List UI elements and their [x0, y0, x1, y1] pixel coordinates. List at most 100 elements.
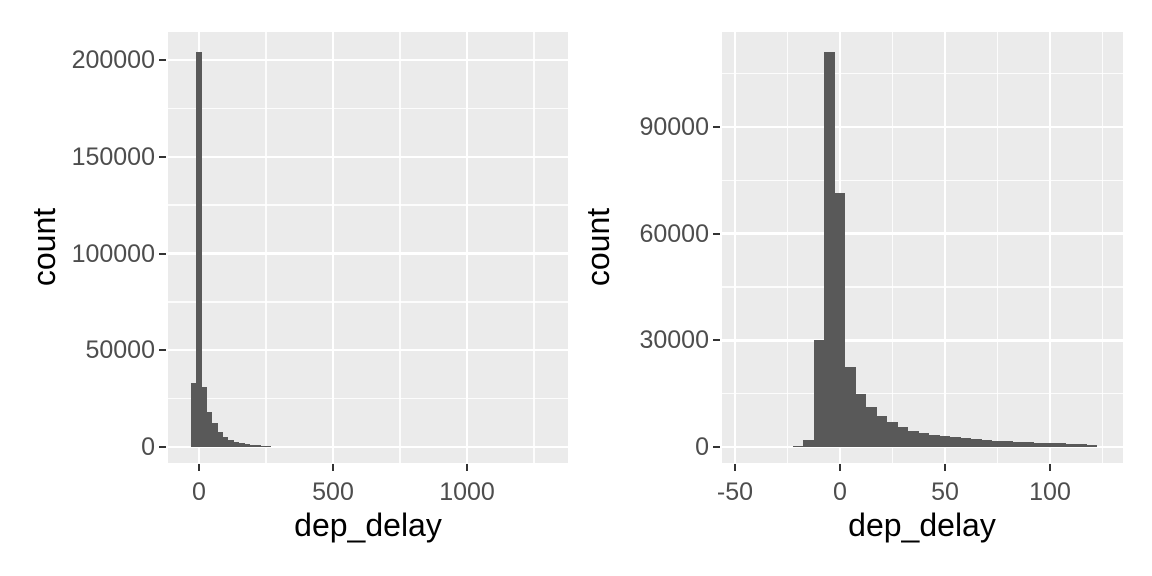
y-tick-label: 100000 — [71, 239, 155, 268]
gridline-x-minor — [891, 32, 894, 463]
gridline-y-minor — [168, 301, 568, 303]
gridline-x-major — [1048, 32, 1052, 463]
gridline-y-minor — [168, 204, 568, 206]
y-tick-mark — [159, 349, 166, 352]
gridline-x-minor — [996, 32, 999, 463]
x-tick-mark — [466, 464, 468, 471]
histogram-bar — [887, 422, 898, 447]
histogram-bar — [960, 438, 972, 447]
x-tick-label: 50 — [931, 478, 959, 506]
x-tick-mark — [839, 464, 841, 471]
gridline-y-major — [168, 348, 568, 352]
histogram-bar — [897, 427, 909, 447]
x-tick-mark — [734, 464, 736, 471]
histogram-bar — [1044, 443, 1056, 447]
y-tick-mark — [159, 155, 166, 158]
histogram-bar — [813, 340, 825, 447]
gridline-y-major — [168, 155, 568, 159]
histogram-bar — [1034, 442, 1045, 447]
histogram-bar — [207, 411, 213, 447]
x-tick-mark — [198, 464, 200, 471]
histogram-bar — [992, 440, 1003, 447]
x-axis-title: dep_delay — [848, 507, 996, 543]
y-tick-label: 30000 — [639, 326, 709, 355]
x-tick-label: 100 — [1029, 478, 1071, 506]
x-tick-mark — [1049, 464, 1051, 471]
gridline-x-major — [943, 32, 947, 463]
histogram-bar — [1023, 442, 1035, 447]
gridline-y-minor — [722, 179, 1123, 181]
histogram-bar — [223, 436, 229, 447]
histogram-bar — [260, 445, 266, 447]
histogram-bar — [939, 435, 951, 447]
histogram-bar — [971, 439, 982, 447]
histogram-bar — [1002, 441, 1014, 447]
x-tick-label: 0 — [192, 478, 206, 506]
y-tick-label: 60000 — [639, 219, 709, 248]
y-tick-label: 90000 — [639, 113, 709, 141]
histogram-bar — [834, 193, 846, 447]
gridline-x-major — [331, 32, 335, 463]
x-tick-label: -50 — [716, 478, 754, 506]
x-tick-mark — [944, 464, 946, 471]
gridline-y-minor — [168, 107, 568, 110]
y-tick-mark — [159, 59, 166, 61]
x-axis-title: dep_delay — [294, 507, 442, 543]
y-tick-mark — [713, 232, 720, 235]
y-tick-mark — [159, 446, 166, 448]
plot-panel — [722, 32, 1123, 463]
histogram-bar — [845, 367, 856, 447]
y-tick-label: 0 — [695, 433, 709, 461]
x-tick-mark — [332, 464, 334, 471]
gridline-x-minor — [265, 32, 267, 463]
histogram-bar — [1013, 441, 1024, 447]
histogram-bar — [266, 446, 272, 447]
histogram-bar — [918, 432, 930, 447]
histogram-bar — [196, 51, 202, 447]
y-tick-label: 0 — [141, 433, 155, 461]
histogram-bar — [212, 423, 218, 447]
histogram-bar — [1086, 444, 1098, 447]
plot-panel — [168, 32, 568, 463]
histogram-bar — [255, 445, 261, 447]
gridline-y-minor — [168, 397, 568, 400]
histogram-bar — [244, 444, 250, 447]
y-tick-mark — [713, 339, 720, 342]
gridline-y-minor — [722, 73, 1123, 75]
histogram-bar — [249, 444, 256, 447]
histogram-bar — [855, 394, 867, 447]
histogram-bar — [1055, 443, 1066, 447]
gridline-y-major — [168, 445, 568, 449]
y-tick-label: 150000 — [71, 142, 155, 171]
y-tick-mark — [159, 252, 166, 255]
x-tick-label: 500 — [312, 478, 354, 506]
gridline-y-minor — [722, 286, 1123, 288]
y-tick-mark — [713, 126, 720, 128]
gridline-x-minor — [399, 32, 401, 463]
x-tick-label: 1000 — [439, 478, 495, 506]
histogram-bar — [792, 445, 804, 447]
histogram-bar — [1076, 444, 1087, 447]
gridline-y-major — [722, 445, 1123, 449]
histogram-bar — [239, 443, 245, 447]
gridline-x-major — [733, 32, 737, 463]
y-tick-label: 200000 — [71, 46, 155, 74]
gridline-x-minor — [786, 32, 789, 463]
gridline-y-minor — [722, 393, 1123, 395]
histogram-bar — [876, 415, 888, 447]
histogram-bar — [866, 406, 877, 447]
histogram-bar — [929, 434, 940, 447]
histogram-bar — [803, 439, 814, 447]
gridline-y-major — [168, 252, 568, 255]
x-tick-label: 0 — [833, 478, 847, 506]
histogram-bar — [950, 437, 961, 447]
histogram-bar — [981, 439, 993, 447]
gridline-y-major — [168, 58, 568, 62]
histogram-bar — [908, 430, 919, 447]
histogram-bar — [233, 441, 240, 447]
histogram-bar — [217, 431, 224, 447]
histogram-bar — [201, 387, 208, 447]
gridline-y-major — [722, 232, 1123, 235]
histogram-bar — [1065, 443, 1077, 447]
